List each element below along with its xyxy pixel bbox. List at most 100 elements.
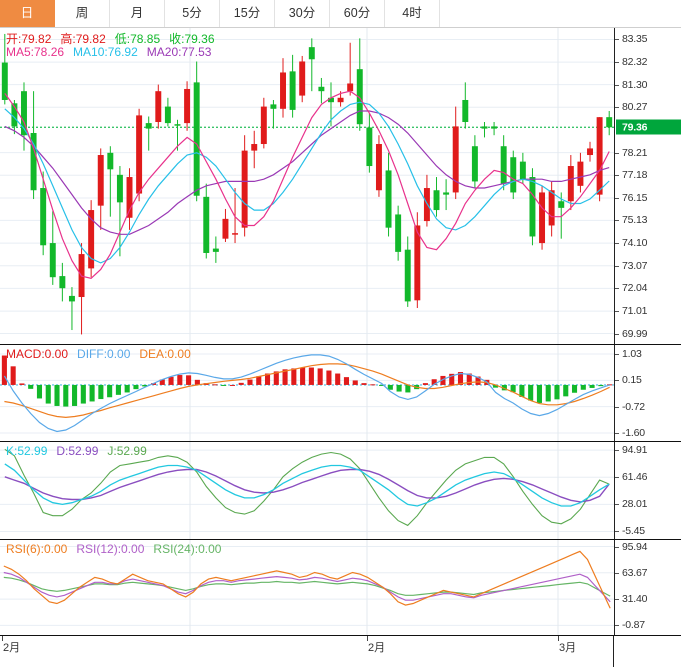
tab-0[interactable]: 日 [0, 0, 55, 27]
candle-body[interactable] [203, 196, 210, 253]
macd-bar [300, 367, 306, 385]
candle-body[interactable] [260, 106, 267, 145]
candle-body[interactable] [318, 86, 325, 92]
candle-body[interactable] [347, 83, 354, 92]
candle-body[interactable] [155, 91, 162, 122]
candle-body[interactable] [462, 99, 469, 122]
price-label-6: 76.15 [622, 191, 648, 204]
candle-body[interactable] [289, 71, 296, 110]
kdj-panel[interactable]: K:52.99 D:52.99 J:52.99 94.91 61.46 28.01 -5.… [0, 442, 681, 540]
candle-body[interactable] [328, 97, 334, 103]
macd-bar [370, 384, 376, 386]
candle-body[interactable] [49, 243, 56, 278]
price-y-axis: 83.35 82.32 81.30 80.27 78.21 77.18 76.15 75.13… [614, 28, 681, 344]
candle-body[interactable] [471, 146, 478, 182]
candle-body[interactable] [88, 210, 95, 269]
tab-2[interactable]: 月 [110, 0, 165, 27]
candle-body[interactable] [107, 152, 114, 170]
rsi-tick-1 [615, 572, 619, 574]
kdj-label-3: -5.45 [622, 525, 645, 538]
candle-body[interactable] [529, 177, 536, 237]
candle-body[interactable] [404, 249, 411, 302]
candle-body[interactable] [126, 177, 133, 218]
candle-body[interactable] [136, 115, 143, 194]
candle-body[interactable] [11, 103, 18, 127]
rsi6-line [3, 550, 611, 609]
macd-tick-3 [615, 432, 619, 434]
macd-bar [264, 373, 271, 385]
macd-label-2: -0.72 [622, 400, 645, 413]
macd-bar [10, 366, 16, 385]
tab-7[interactable]: 4时 [385, 0, 440, 27]
candle-body[interactable] [193, 82, 200, 196]
candle-body[interactable] [212, 248, 219, 252]
macd-bar [510, 384, 516, 393]
candle-body[interactable] [539, 192, 546, 244]
candle-body[interactable] [385, 170, 392, 228]
price-panel[interactable]: 开:79.82 高:79.82 低:78.85 收:79.36 MA5:78.26 MA… [0, 28, 681, 345]
tab-4[interactable]: 15分 [220, 0, 275, 27]
candle-body[interactable] [21, 91, 27, 136]
price-plot-area[interactable] [0, 28, 614, 344]
candle-body[interactable] [145, 123, 152, 129]
candle-body[interactable] [452, 126, 459, 193]
macd-bar [361, 383, 367, 385]
candle-body[interactable] [606, 117, 613, 128]
tab-1[interactable]: 周 [55, 0, 110, 27]
candle-body[interactable] [270, 104, 277, 109]
j-line [4, 448, 610, 527]
candle-body[interactable] [356, 69, 363, 125]
candle-body[interactable] [59, 276, 66, 289]
candle-body[interactable] [395, 214, 402, 252]
candle-body[interactable] [433, 190, 440, 211]
candle-body[interactable] [280, 72, 286, 109]
kdj-plot-area[interactable] [0, 442, 614, 539]
candle-body[interactable] [337, 97, 344, 103]
candle-body[interactable] [30, 133, 37, 191]
candle-body[interactable] [97, 155, 104, 206]
candle-body[interactable] [548, 190, 555, 226]
candle-body[interactable] [491, 126, 498, 129]
macd-bar [580, 384, 586, 390]
macd-bar [89, 384, 95, 402]
candle-body[interactable] [500, 146, 507, 184]
candle-body[interactable] [40, 188, 47, 246]
price-tick-11 [615, 311, 619, 313]
candle-body[interactable] [567, 166, 574, 202]
candle-body[interactable] [414, 225, 421, 301]
candle-body[interactable] [164, 106, 171, 124]
tab-bar-spacer [440, 0, 681, 27]
candle-body[interactable] [366, 127, 373, 167]
candle-body[interactable] [443, 192, 450, 195]
candle-body[interactable] [241, 150, 248, 228]
tab-6[interactable]: 60分 [330, 0, 385, 27]
rsi-plot-area[interactable] [0, 540, 614, 635]
candle-body[interactable] [481, 126, 488, 129]
price-label-2: 81.30 [622, 78, 648, 91]
candle-body[interactable] [1, 62, 8, 100]
price-tick-12 [615, 333, 619, 335]
kdj-tick-1 [615, 477, 619, 479]
macd-panel[interactable]: MACD:0.00 DIFF:0.00 DEA:0.00 1.03 0.15 -0.72… [0, 345, 681, 442]
candle-body[interactable] [587, 148, 593, 156]
candle-body[interactable] [596, 117, 603, 195]
candle-body[interactable] [251, 144, 258, 151]
candle-body[interactable] [558, 201, 565, 208]
candle-body[interactable] [375, 144, 382, 191]
candle-body[interactable] [174, 124, 181, 126]
tab-5[interactable]: 30分 [275, 0, 330, 27]
candle-body[interactable] [577, 161, 584, 186]
candle-body[interactable] [519, 161, 526, 180]
candle-body[interactable] [299, 61, 306, 96]
rsi-panel[interactable]: RSI(6):0.00 RSI(12):0.00 RSI(24):0.00 95.9… [0, 540, 681, 636]
macd-plot-area[interactable] [0, 345, 614, 441]
macd-label-0: 1.03 [622, 348, 642, 360]
tab-3[interactable]: 5分 [165, 0, 220, 27]
candle-body[interactable] [232, 233, 239, 235]
candle-body[interactable] [116, 174, 123, 203]
candle-body[interactable] [510, 157, 517, 193]
candle-body[interactable] [184, 88, 191, 124]
candle-body[interactable] [308, 47, 315, 60]
candle-body[interactable] [68, 295, 75, 302]
candle-body[interactable] [222, 218, 229, 239]
